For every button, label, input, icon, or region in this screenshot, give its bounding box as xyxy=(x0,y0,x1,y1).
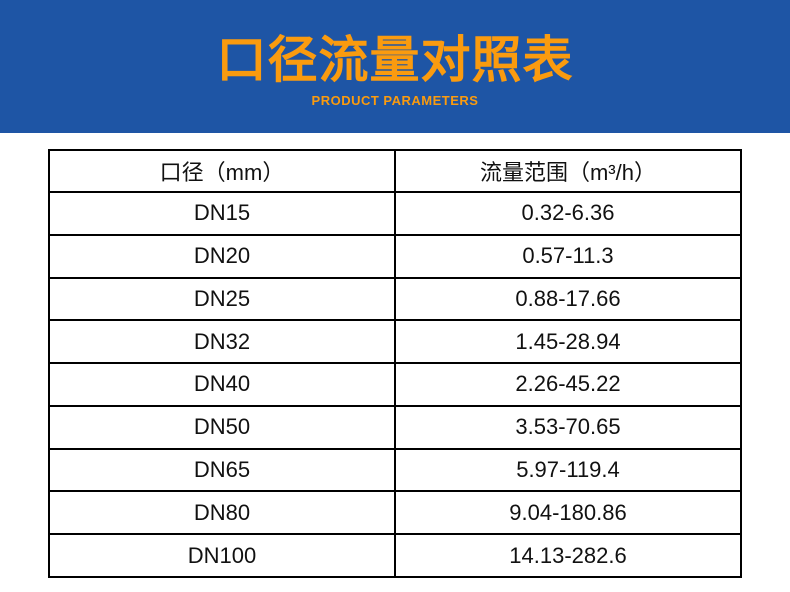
diameter-cell: DN50 xyxy=(48,404,396,450)
flow-range-cell: 3.53-70.65 xyxy=(394,404,742,450)
table-row: DN20 0.57-11.3 xyxy=(48,233,742,279)
column-header-diameter: 口径（mm） xyxy=(48,149,396,193)
diameter-cell: DN15 xyxy=(48,191,396,236)
diameter-cell: DN100 xyxy=(48,533,396,578)
diameter-cell: DN40 xyxy=(48,362,396,407)
flow-range-cell: 0.88-17.66 xyxy=(394,276,742,322)
table-row: DN15 0.32-6.36 xyxy=(48,191,742,236)
column-header-flow-range: 流量范围（m³/h） xyxy=(394,149,742,193)
page-subtitle: PRODUCT PARAMETERS xyxy=(311,93,479,108)
flow-range-cell: 0.32-6.36 xyxy=(394,191,742,236)
flow-range-cell: 14.13-282.6 xyxy=(394,533,742,578)
diameter-cell: DN80 xyxy=(48,490,396,536)
flow-range-cell: 1.45-28.94 xyxy=(394,319,742,365)
diameter-cell: DN32 xyxy=(48,319,396,365)
table-row: DN40 2.26-45.22 xyxy=(48,362,742,407)
flow-range-cell: 2.26-45.22 xyxy=(394,362,742,407)
table-row: DN50 3.53-70.65 xyxy=(48,404,742,450)
diameter-cell: DN25 xyxy=(48,276,396,322)
table-row: DN25 0.88-17.66 xyxy=(48,276,742,322)
flow-range-cell: 5.97-119.4 xyxy=(394,447,742,493)
table-row: DN100 14.13-282.6 xyxy=(48,533,742,578)
diameter-cell: DN65 xyxy=(48,447,396,493)
diameter-flow-table: 口径（mm） 流量范围（m³/h） DN15 0.32-6.36 DN20 0.57-… xyxy=(48,149,742,578)
flow-range-cell: 0.57-11.3 xyxy=(394,233,742,279)
table-header-row: 口径（mm） 流量范围（m³/h） xyxy=(48,149,742,193)
page-title: 口径流量对照表 xyxy=(216,32,574,88)
table-row: DN32 1.45-28.94 xyxy=(48,319,742,365)
flow-range-cell: 9.04-180.86 xyxy=(394,490,742,536)
table-row: DN80 9.04-180.86 xyxy=(48,490,742,536)
diameter-cell: DN20 xyxy=(48,233,396,279)
header-banner: 口径流量对照表 PRODUCT PARAMETERS xyxy=(0,0,790,133)
table-row: DN65 5.97-119.4 xyxy=(48,447,742,493)
table-body: DN15 0.32-6.36 DN20 0.57-11.3 DN25 0.88-17.66… xyxy=(48,191,742,578)
